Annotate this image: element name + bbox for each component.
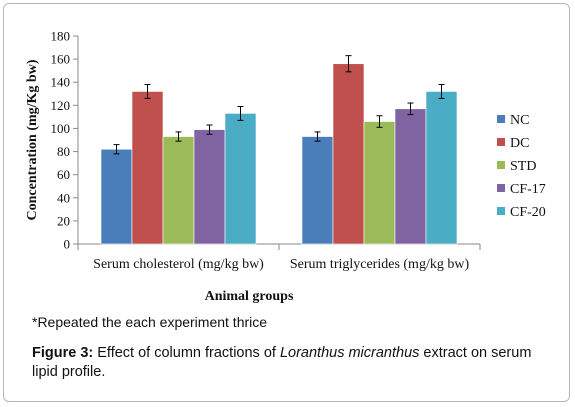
bar-cf-17 <box>394 108 427 245</box>
legend-label-nc: NC <box>510 113 529 128</box>
legend-swatch-nc <box>497 115 505 123</box>
caption-text-after: extract on serum lipid profile. <box>32 345 532 380</box>
bar-cf-17 <box>193 129 226 245</box>
bar-cf-20 <box>224 113 257 245</box>
bar-chart: 0 20 40 60 80 100 120 140 160 180 Serum cholestero… <box>25 29 546 305</box>
y-tick-label: 180 <box>51 29 71 44</box>
bar-nc <box>100 148 133 245</box>
legend-label-cf-17: CF-17 <box>510 182 546 197</box>
x-category-label: Serum cholesterol (mg/kg bw) <box>93 257 264 272</box>
y-tick-label: 60 <box>57 167 70 182</box>
bar-std <box>162 136 195 245</box>
figure-caption: Figure 3: Effect of column fractions of … <box>32 344 557 382</box>
legend-label-dc: DC <box>510 136 529 151</box>
y-tick-label: 80 <box>57 144 70 159</box>
y-tick-label: 140 <box>51 75 71 90</box>
y-tick-label: 120 <box>51 98 71 113</box>
legend-swatch-cf-17 <box>497 184 505 192</box>
y-tick-label: 20 <box>57 213 70 228</box>
bar-nc <box>301 136 334 245</box>
chart-legend: NC DC STD CF-17 CF-20 <box>497 113 546 220</box>
chart-labels: 0 20 40 60 80 100 120 140 160 180 Serum cholestero… <box>25 29 469 305</box>
figure-label: Figure 3: <box>32 345 94 361</box>
caption-species: Loranthus micranthus <box>279 345 420 361</box>
bar-cf-20 <box>425 91 458 245</box>
y-tick-label: 160 <box>51 52 71 67</box>
legend-label-std: STD <box>510 159 536 174</box>
x-category-label: Serum triglycerides (mg/kg bw) <box>290 257 470 272</box>
chart-bars <box>100 55 458 245</box>
figure-frame <box>3 3 570 402</box>
bar-std <box>363 121 396 245</box>
legend-swatch-std <box>497 161 505 169</box>
caption-text-before: Effect of column fractions of <box>93 345 280 361</box>
y-tick-label: 0 <box>64 237 71 252</box>
legend-swatch-dc <box>497 138 505 146</box>
y-tick-label: 40 <box>57 190 70 205</box>
footnote: *Repeated the each experiment thrice <box>32 314 268 330</box>
x-axis-title: Animal groups <box>205 289 294 304</box>
legend-swatch-cf-20 <box>497 207 505 215</box>
bar-dc <box>332 63 365 245</box>
y-axis-title: Concentration (mg/Kg bw) <box>25 59 40 220</box>
bar-dc <box>131 91 164 245</box>
y-tick-label: 100 <box>51 121 71 136</box>
legend-label-cf-20: CF-20 <box>510 205 546 220</box>
